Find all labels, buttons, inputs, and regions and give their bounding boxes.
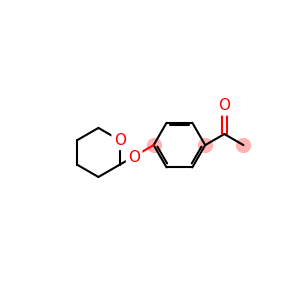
- Text: O: O: [114, 133, 126, 148]
- Text: O: O: [128, 151, 140, 166]
- Text: O: O: [218, 98, 230, 113]
